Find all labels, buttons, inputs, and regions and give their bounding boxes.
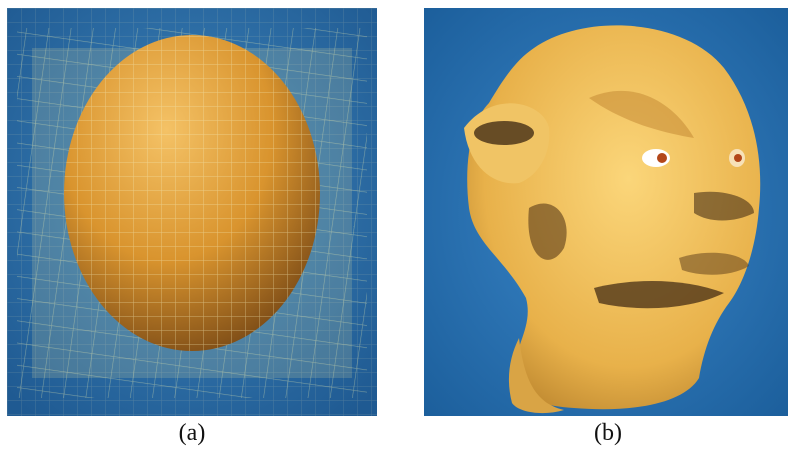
panel-a-image (7, 8, 377, 416)
sphere-lattice-render (7, 8, 377, 416)
caption-b: (b) (594, 420, 622, 446)
sculpted-head-render (424, 8, 788, 416)
caption-a: (a) (178, 420, 206, 446)
panel-b-image (424, 8, 788, 416)
